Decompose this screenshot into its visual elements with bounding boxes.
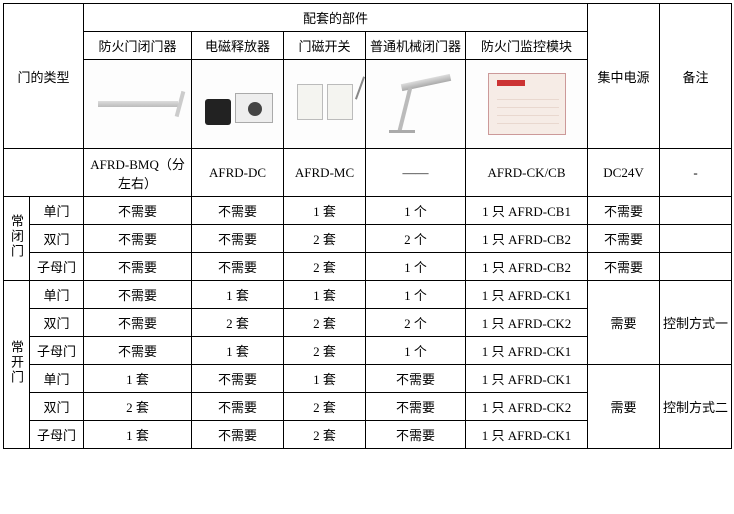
cell: 1 套 — [284, 365, 366, 393]
cell: 不需要 — [192, 197, 284, 225]
cell: 1 套 — [84, 421, 192, 449]
cell — [660, 225, 732, 253]
model-col2: AFRD-DC — [192, 149, 284, 197]
model-col3: AFRD-MC — [284, 149, 366, 197]
subdoor-double: 双门 — [30, 393, 84, 421]
cell: 1 个 — [366, 281, 466, 309]
cell: 2 套 — [284, 421, 366, 449]
cell: 2 套 — [284, 225, 366, 253]
cell: 1 只 AFRD-CK1 — [466, 337, 588, 365]
cell — [660, 197, 732, 225]
cell: 1 只 AFRD-CK1 — [466, 421, 588, 449]
cell: 1 套 — [284, 281, 366, 309]
header-power: 集中电源 — [588, 4, 660, 149]
group-normally-closed: 常闭门 — [4, 197, 30, 281]
cell: 1 只 AFRD-CK1 — [466, 365, 588, 393]
cell: 不需要 — [84, 309, 192, 337]
cell — [660, 253, 732, 281]
cell: 不需要 — [84, 197, 192, 225]
model-col5: AFRD-CK/CB — [466, 149, 588, 197]
cell: 1 只 AFRD-CK1 — [466, 281, 588, 309]
product-image-closer — [84, 60, 192, 149]
table-row: 单门 1 套 不需要 1 套 不需要 1 只 AFRD-CK1 需要 控制方式二 — [4, 365, 732, 393]
model-col4: —— — [366, 149, 466, 197]
cell: 2 套 — [284, 393, 366, 421]
cell: 1 只 AFRD-CB2 — [466, 225, 588, 253]
subdoor-mother: 子母门 — [30, 337, 84, 365]
cell: 2 个 — [366, 309, 466, 337]
cell: 不需要 — [366, 393, 466, 421]
cell: 不需要 — [588, 253, 660, 281]
cell: 2 套 — [284, 309, 366, 337]
subdoor-double: 双门 — [30, 309, 84, 337]
cell: 不需要 — [84, 337, 192, 365]
cell: 不需要 — [588, 197, 660, 225]
cell: 1 套 — [192, 337, 284, 365]
header-col4: 普通机械闭门器 — [366, 32, 466, 60]
model-col7: - — [660, 149, 732, 197]
subdoor-single: 单门 — [30, 197, 84, 225]
product-image-panel — [466, 60, 588, 149]
fire-door-config-table: 门的类型 配套的部件 集中电源 备注 防火门闭门器 电磁释放器 门磁开关 普通机… — [3, 3, 732, 449]
header-col1: 防火门闭门器 — [84, 32, 192, 60]
header-col5: 防火门监控模块 — [466, 32, 588, 60]
subdoor-mother: 子母门 — [30, 421, 84, 449]
subdoor-mother: 子母门 — [30, 253, 84, 281]
cell: 不需要 — [84, 253, 192, 281]
cell: 1 只 AFRD-CK2 — [466, 309, 588, 337]
cell: 1 个 — [366, 337, 466, 365]
cell: 不需要 — [366, 365, 466, 393]
cell: 2 套 — [284, 337, 366, 365]
cell: 不需要 — [192, 365, 284, 393]
cell: 1 套 — [192, 281, 284, 309]
cell: 2 个 — [366, 225, 466, 253]
subdoor-double: 双门 — [30, 225, 84, 253]
cell: 不需要 — [192, 253, 284, 281]
table-row: 双门 不需要 不需要 2 套 2 个 1 只 AFRD-CB2 不需要 — [4, 225, 732, 253]
cell-need: 需要 — [588, 365, 660, 449]
cell: 2 套 — [192, 309, 284, 337]
cell-need: 需要 — [588, 281, 660, 365]
cell-mode2: 控制方式二 — [660, 365, 732, 449]
cell: 不需要 — [192, 225, 284, 253]
cell: 2 套 — [284, 253, 366, 281]
subdoor-single: 单门 — [30, 365, 84, 393]
group-normally-open: 常开门 — [4, 281, 30, 449]
cell: 1 只 AFRD-CB2 — [466, 253, 588, 281]
cell: 1 个 — [366, 197, 466, 225]
model-col1: AFRD-BMQ（分左右） — [84, 149, 192, 197]
cell: 不需要 — [588, 225, 660, 253]
cell-mode1: 控制方式一 — [660, 281, 732, 365]
cell: 不需要 — [366, 421, 466, 449]
header-components: 配套的部件 — [84, 4, 588, 32]
subdoor-single: 单门 — [30, 281, 84, 309]
model-col6: DC24V — [588, 149, 660, 197]
cell: 1 个 — [366, 253, 466, 281]
product-image-switch — [284, 60, 366, 149]
cell: 1 套 — [84, 365, 192, 393]
header-remark: 备注 — [660, 4, 732, 149]
table-row: 子母门 不需要 不需要 2 套 1 个 1 只 AFRD-CB2 不需要 — [4, 253, 732, 281]
cell: 不需要 — [192, 421, 284, 449]
cell: 不需要 — [84, 225, 192, 253]
header-door-type: 门的类型 — [4, 4, 84, 149]
cell: 1 只 AFRD-CK2 — [466, 393, 588, 421]
product-image-mech — [366, 60, 466, 149]
cell: 2 套 — [84, 393, 192, 421]
header-col3: 门磁开关 — [284, 32, 366, 60]
table-row: 常开门 单门 不需要 1 套 1 套 1 个 1 只 AFRD-CK1 需要 控… — [4, 281, 732, 309]
product-image-magnet — [192, 60, 284, 149]
header-col2: 电磁释放器 — [192, 32, 284, 60]
model-row-label — [4, 149, 84, 197]
door-type-label: 门的类型 — [18, 70, 70, 85]
cell: 不需要 — [192, 393, 284, 421]
table-row: 常闭门 单门 不需要 不需要 1 套 1 个 1 只 AFRD-CB1 不需要 — [4, 197, 732, 225]
cell: 1 只 AFRD-CB1 — [466, 197, 588, 225]
cell: 1 套 — [284, 197, 366, 225]
cell: 不需要 — [84, 281, 192, 309]
